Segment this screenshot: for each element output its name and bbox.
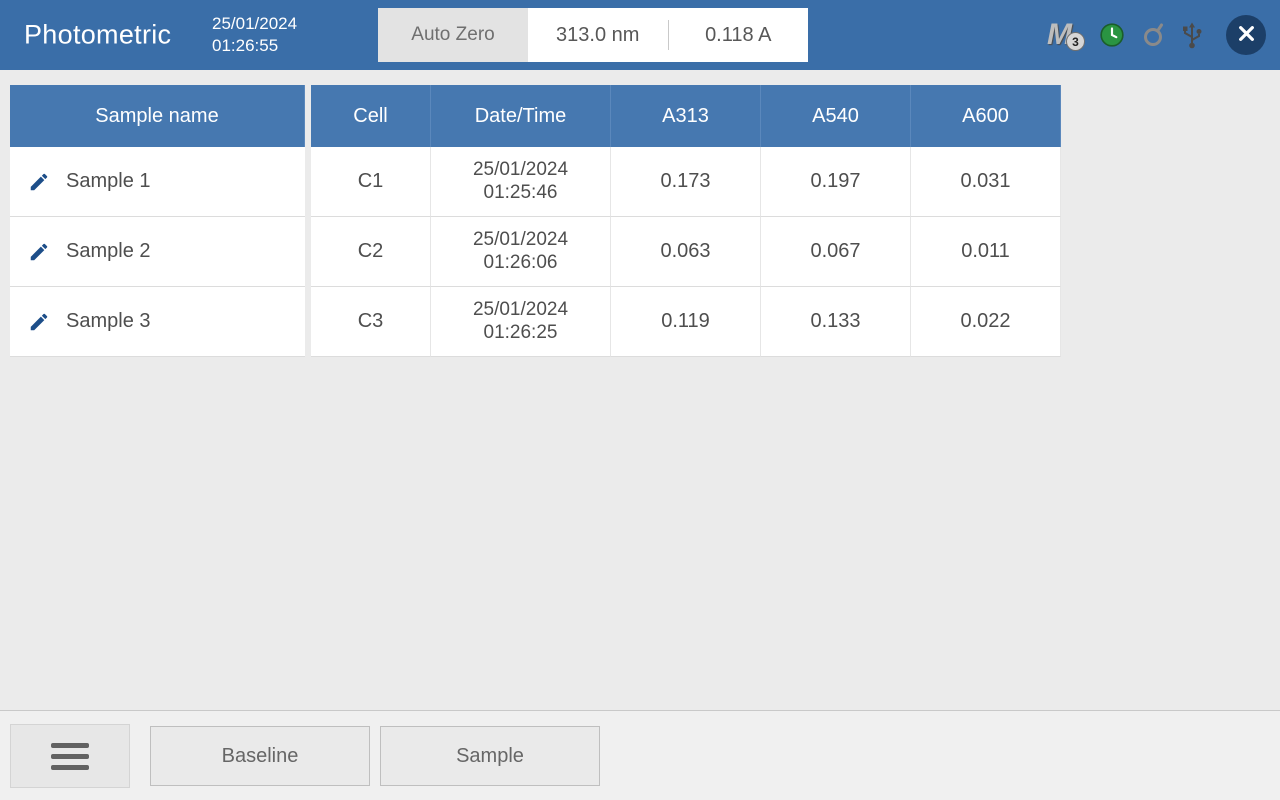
sample-name-cell[interactable]: Sample 3: [10, 287, 305, 357]
row-date: 25/01/2024: [472, 298, 569, 320]
absorbance-readout: 0.118 A: [705, 23, 772, 46]
m3-logo-badge: 3: [1066, 32, 1085, 51]
datetime-cell: 25/01/2024 01:26:06: [431, 217, 611, 287]
topbar-datetime: 25/01/2024 01:26:55: [212, 13, 297, 57]
page-title: Photometric: [24, 19, 172, 50]
datetime-cell: 25/01/2024 01:26:25: [431, 287, 611, 357]
cell-id-cell: C2: [311, 217, 431, 287]
column-header-a600: A600: [911, 85, 1061, 147]
sample-button[interactable]: Sample: [380, 726, 600, 786]
topbar: Photometric 25/01/2024 01:26:55 Auto Zer…: [0, 0, 1280, 70]
column-header-cell: Cell: [311, 85, 431, 147]
readout-panel: Auto Zero 313.0 nm 0.118 A: [378, 8, 808, 62]
a540-value-cell: 0.067: [761, 217, 911, 287]
sample-name-label: Sample 2: [66, 240, 151, 262]
results-area: Sample name Cell Date/Time A313 A540 A60…: [0, 70, 1280, 710]
row-time: 01:26:25: [483, 321, 558, 343]
wavelength-readout: 313.0 nm: [556, 23, 640, 46]
cable-icon: [1142, 22, 1164, 48]
row-date: 25/01/2024: [472, 158, 569, 180]
edit-pencil-icon[interactable]: [28, 311, 50, 333]
bottom-toolbar: Baseline Sample: [0, 710, 1280, 800]
column-header-datetime: Date/Time: [431, 85, 611, 147]
a313-value-cell: 0.119: [611, 287, 761, 357]
a540-value-cell: 0.197: [761, 147, 911, 217]
a313-value-cell: 0.063: [611, 217, 761, 287]
row-time: 01:26:06: [483, 251, 558, 273]
usb-icon: [1181, 21, 1203, 49]
topbar-date: 25/01/2024: [212, 13, 298, 33]
close-icon: [1238, 25, 1255, 45]
baseline-button[interactable]: Baseline: [150, 726, 370, 786]
column-header-sample-name: Sample name: [10, 85, 305, 147]
cell-id-cell: C3: [311, 287, 431, 357]
cell-id-cell: C1: [311, 147, 431, 217]
row-time: 01:25:46: [483, 181, 558, 203]
datetime-cell: 25/01/2024 01:25:46: [431, 147, 611, 217]
edit-pencil-icon[interactable]: [28, 171, 50, 193]
sample-name-label: Sample 1: [66, 170, 151, 192]
close-button[interactable]: [1226, 15, 1266, 55]
row-date: 25/01/2024: [472, 228, 569, 250]
sample-name-cell[interactable]: Sample 1: [10, 147, 305, 217]
a600-value-cell: 0.011: [911, 217, 1061, 287]
a600-value-cell: 0.022: [911, 287, 1061, 357]
menu-button[interactable]: [10, 724, 130, 788]
clock-icon: [1099, 22, 1125, 48]
column-header-a540: A540: [761, 85, 911, 147]
results-table: Sample name Cell Date/Time A313 A540 A60…: [10, 85, 1061, 357]
edit-pencil-icon[interactable]: [28, 241, 50, 263]
hamburger-icon: [51, 742, 89, 748]
topbar-icons: M 3: [1047, 0, 1266, 70]
readout-divider: [667, 20, 669, 50]
sample-name-label: Sample 3: [66, 310, 151, 332]
a600-value-cell: 0.031: [911, 147, 1061, 217]
m3-logo: M 3: [1047, 20, 1085, 51]
topbar-time: 01:26:55: [212, 36, 279, 55]
column-header-a313: A313: [611, 85, 761, 147]
a313-value-cell: 0.173: [611, 147, 761, 217]
auto-zero-button[interactable]: Auto Zero: [378, 8, 528, 62]
sample-name-cell[interactable]: Sample 2: [10, 217, 305, 287]
a540-value-cell: 0.133: [761, 287, 911, 357]
